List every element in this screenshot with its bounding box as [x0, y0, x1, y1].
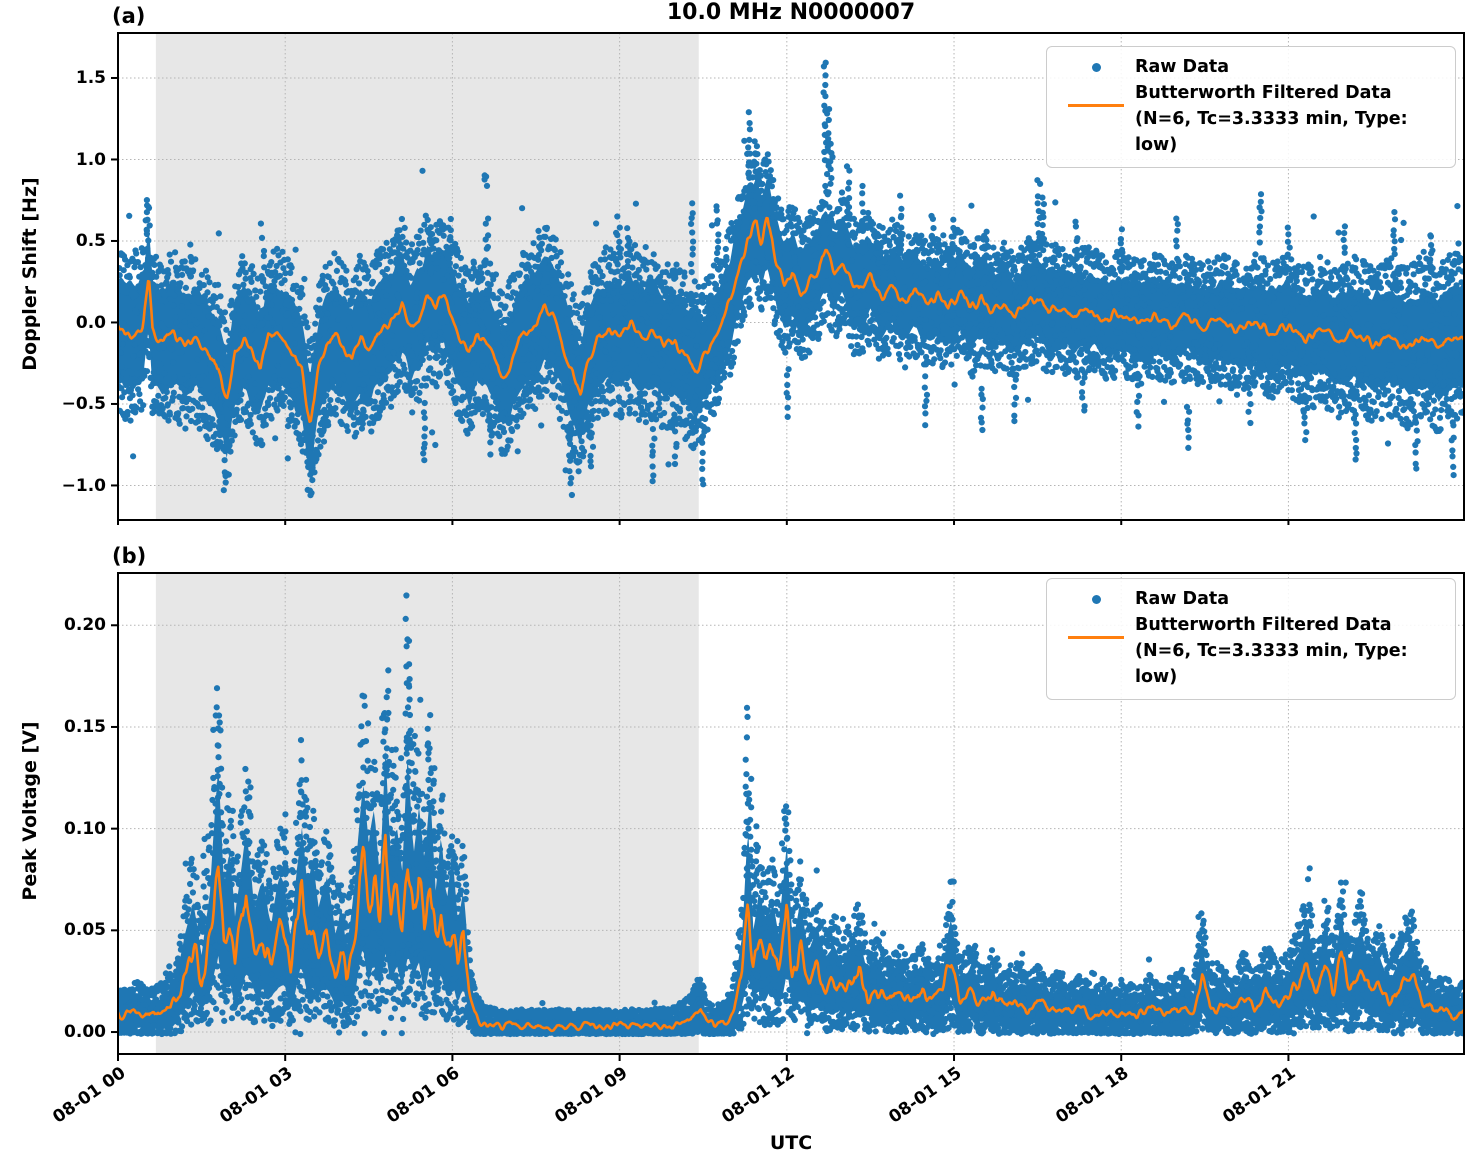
legend-panel-a: Raw Data Butterworth Filtered Data (N=6,… [1046, 46, 1456, 168]
legend-panel-b: Raw Data Butterworth Filtered Data (N=6,… [1046, 578, 1456, 700]
ytick-b-0.10: 0.10 [64, 819, 106, 839]
legend-row-filtered: Butterworth Filtered Data (N=6, Tc=3.333… [1057, 612, 1443, 690]
filtered-line-marker-icon [1057, 80, 1135, 108]
raw-data-marker-icon [1057, 586, 1135, 604]
ytick-a-0.0: 0.0 [75, 313, 106, 333]
legend-row-filtered: Butterworth Filtered Data (N=6, Tc=3.333… [1057, 80, 1443, 158]
ytick-b-0.20: 0.20 [64, 615, 106, 635]
ytick-a-m1.0: −1.0 [61, 476, 106, 496]
ytick-a-0.5: 0.5 [75, 231, 106, 251]
ytick-a-1.0: 1.0 [75, 150, 106, 170]
raw-data-marker-icon [1057, 54, 1135, 72]
ytick-a-1.5: 1.5 [75, 68, 106, 88]
legend-filtered-label: Butterworth Filtered Data (N=6, Tc=3.333… [1135, 83, 1408, 155]
legend-row-raw: Raw Data [1057, 54, 1443, 80]
filtered-line-marker-icon [1057, 612, 1135, 640]
y-axis-label-doppler: Doppler Shift [Hz] [19, 177, 41, 371]
ytick-b-0.15: 0.15 [64, 717, 106, 737]
ytick-b-0.05: 0.05 [64, 920, 106, 940]
ytick-b-0.00: 0.00 [64, 1022, 106, 1042]
chart-title: 10.0 MHz N0000007 [666, 0, 916, 25]
legend-raw-label: Raw Data [1135, 57, 1230, 77]
x-axis-label: UTC [769, 1132, 813, 1154]
panel-b-tag: (b) [112, 544, 147, 568]
legend-row-raw: Raw Data [1057, 586, 1443, 612]
ytick-a-m0.5: −0.5 [61, 394, 106, 414]
y-axis-label-voltage: Peak Voltage [V] [19, 721, 41, 901]
legend-raw-label: Raw Data [1135, 589, 1230, 609]
legend-filtered-label: Butterworth Filtered Data (N=6, Tc=3.333… [1135, 615, 1408, 687]
panel-a-tag: (a) [112, 4, 146, 28]
